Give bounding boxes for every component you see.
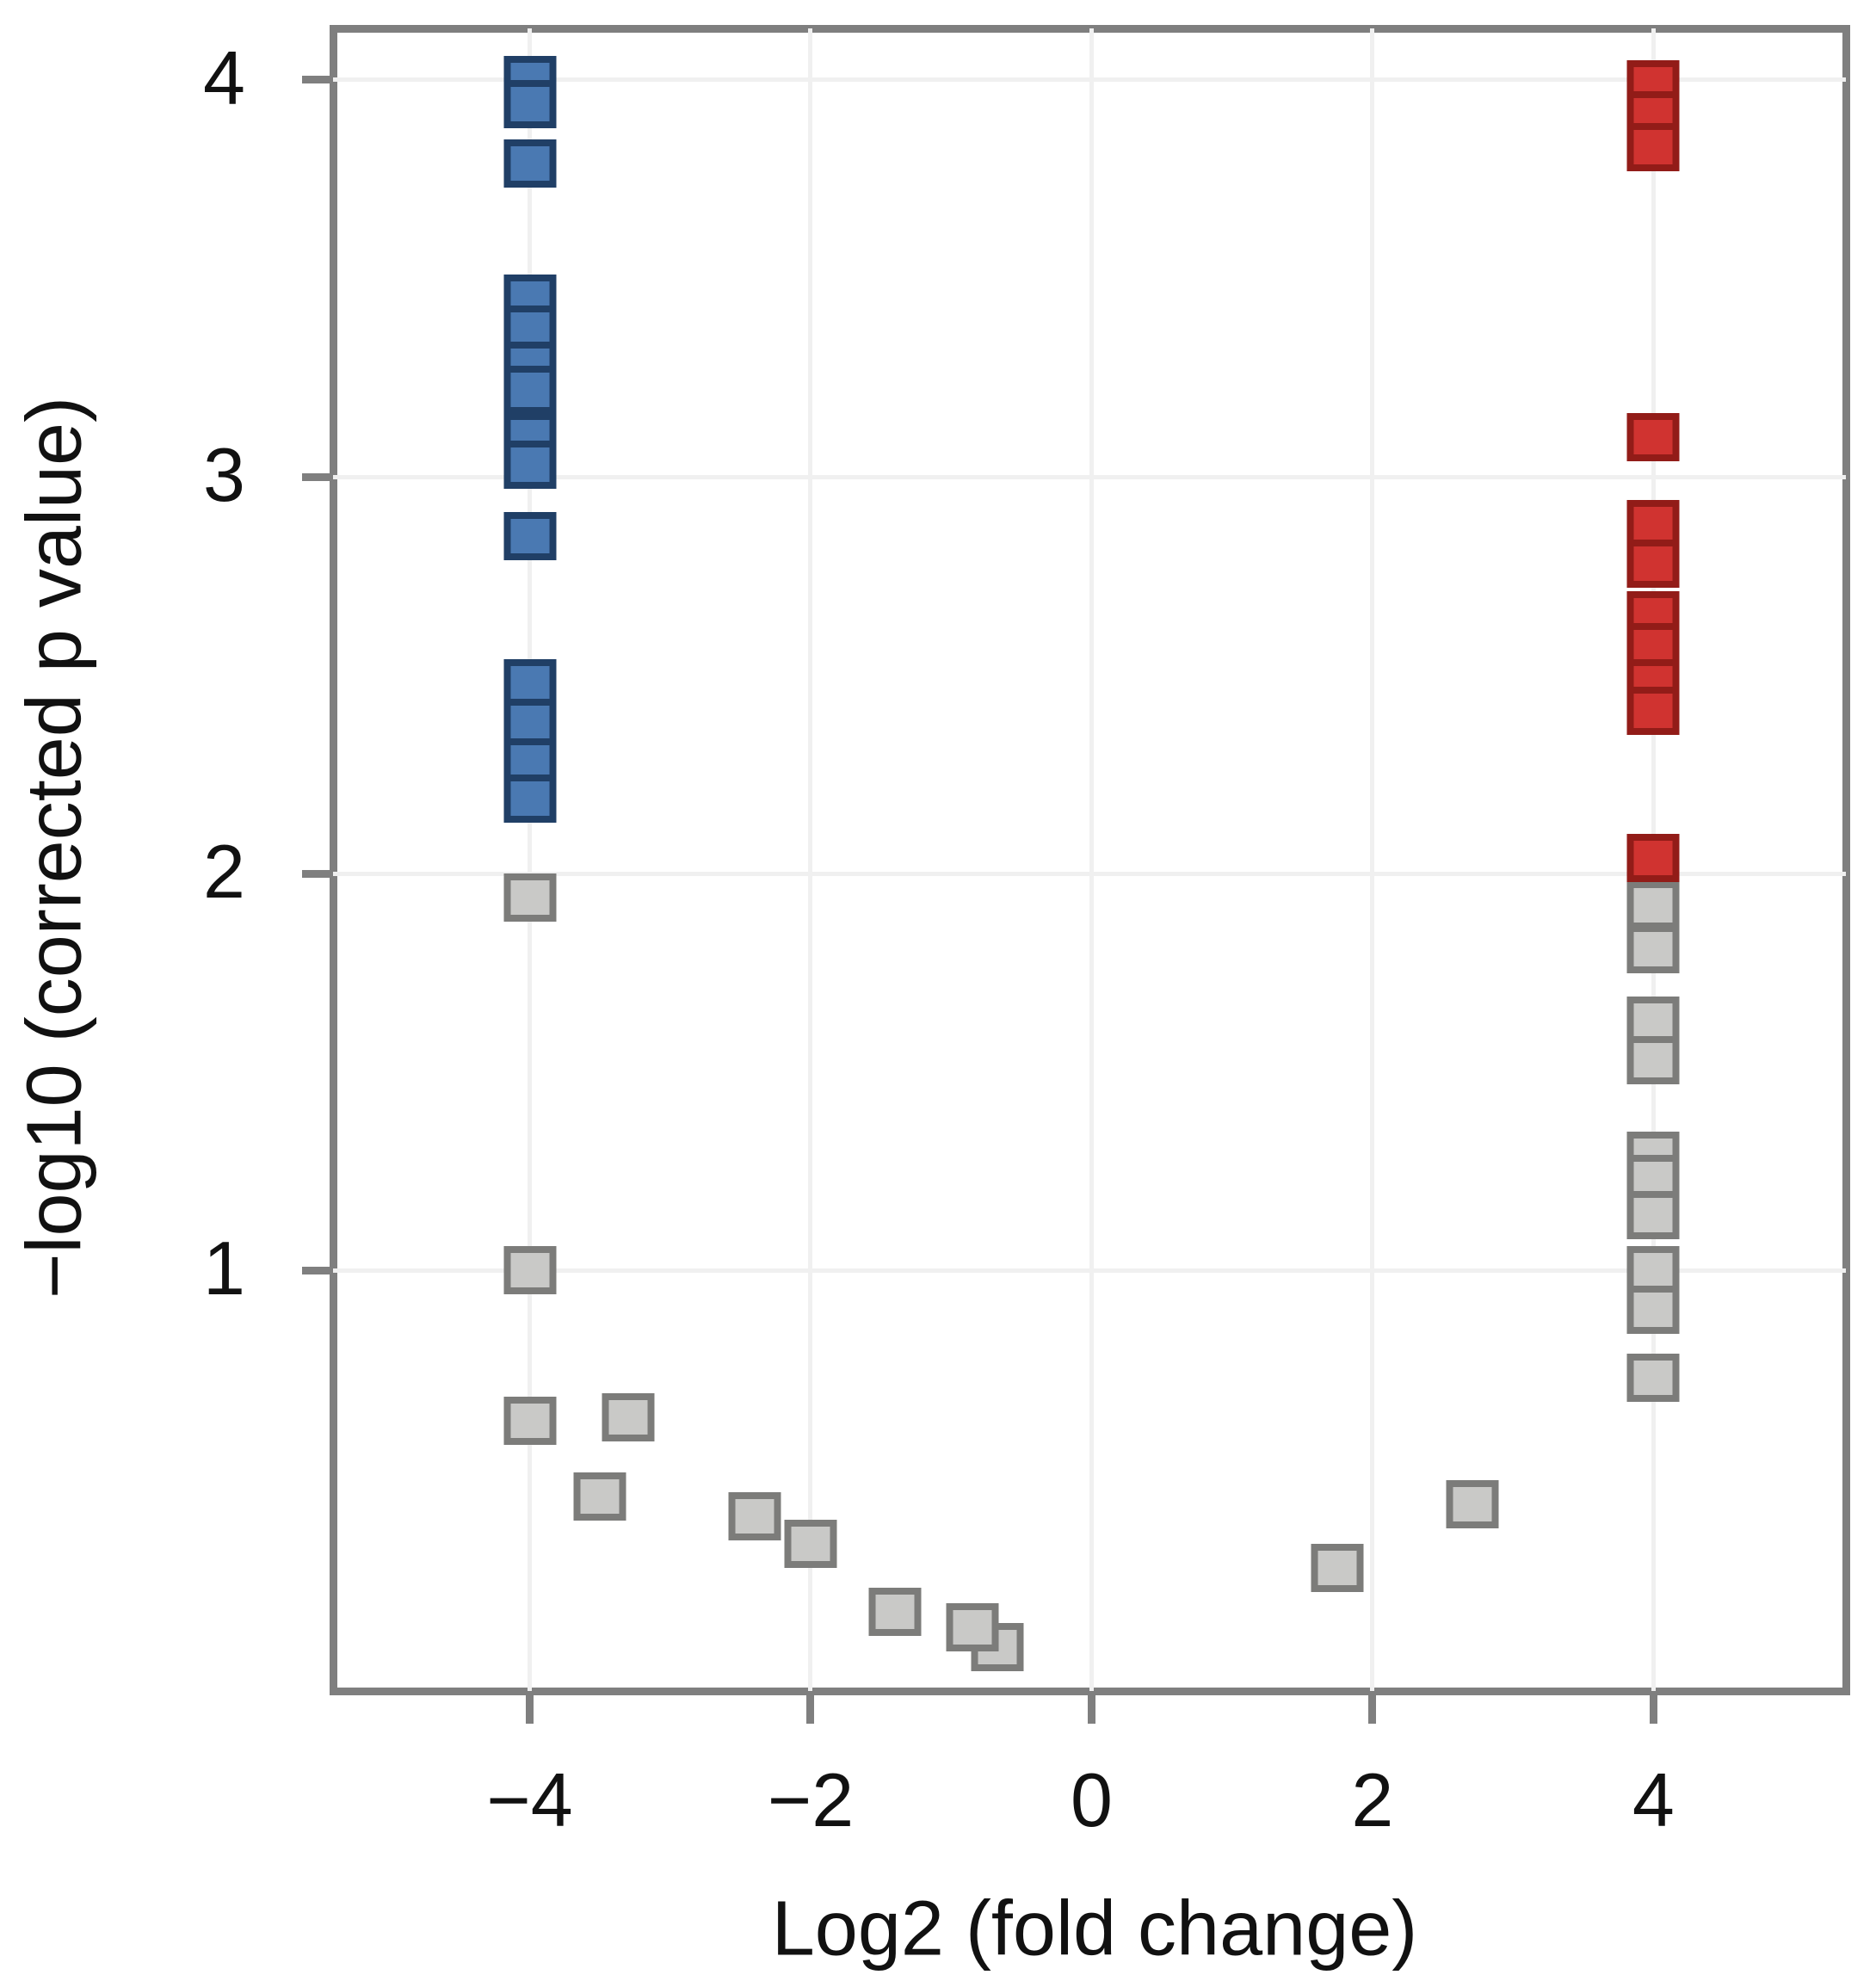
data-point-not-significant: [602, 1392, 655, 1441]
y-tick-label: 3: [203, 432, 245, 518]
y-gridline: [333, 474, 1846, 479]
data-point-upregulated: [1626, 833, 1680, 882]
y-tick-label: 4: [203, 35, 245, 121]
data-point-not-significant: [503, 1246, 557, 1295]
data-point-downregulated: [503, 365, 557, 414]
data-point-not-significant: [868, 1587, 922, 1636]
y-axis-tick: [302, 76, 333, 84]
x-gridline: [528, 28, 533, 1691]
data-point-upregulated: [1626, 412, 1680, 461]
x-axis-title: Log2 (fold change): [771, 1885, 1418, 1972]
x-tick-label: 2: [1351, 1757, 1394, 1842]
x-tick-label: 0: [1070, 1757, 1113, 1842]
data-point-not-significant: [1626, 881, 1680, 930]
data-point-upregulated: [1626, 687, 1680, 736]
data-point-not-significant: [573, 1472, 626, 1521]
data-point-downregulated: [503, 512, 557, 561]
y-axis-tick: [302, 869, 333, 878]
y-tick-label: 2: [203, 829, 245, 915]
data-point-not-significant: [1626, 1353, 1680, 1402]
data-point-not-significant: [1626, 1190, 1680, 1239]
x-axis-tick: [526, 1691, 534, 1724]
x-gridline: [1089, 28, 1094, 1691]
data-point-upregulated: [1626, 540, 1680, 589]
x-axis-tick: [1368, 1691, 1377, 1724]
data-point-not-significant: [728, 1492, 781, 1541]
data-point-downregulated: [503, 774, 557, 823]
y-gridline: [333, 871, 1846, 876]
y-tick-label: 1: [203, 1225, 245, 1311]
data-point-not-significant: [784, 1520, 837, 1569]
data-point-not-significant: [1626, 1035, 1680, 1084]
y-gridline: [333, 77, 1846, 83]
x-gridline: [808, 28, 813, 1691]
data-point-not-significant: [1446, 1480, 1499, 1529]
y-axis-tick: [302, 1266, 333, 1274]
data-point-not-significant: [503, 873, 557, 922]
data-point-not-significant: [503, 1397, 557, 1446]
data-point-not-significant: [1311, 1544, 1364, 1593]
data-point-not-significant: [946, 1603, 999, 1652]
data-point-downregulated: [503, 139, 557, 188]
data-point-downregulated: [503, 79, 557, 128]
x-axis-tick: [1649, 1691, 1657, 1724]
y-gridline: [333, 1268, 1846, 1273]
data-point-not-significant: [1626, 924, 1680, 973]
x-tick-label: −4: [486, 1757, 573, 1842]
x-axis-tick: [806, 1691, 815, 1724]
x-tick-label: 4: [1632, 1757, 1675, 1842]
data-point-downregulated: [503, 441, 557, 490]
data-point-upregulated: [1626, 123, 1680, 172]
x-gridline: [1370, 28, 1375, 1691]
y-axis-tick: [302, 472, 333, 481]
data-point-not-significant: [1626, 1286, 1680, 1335]
x-axis-tick: [1087, 1691, 1095, 1724]
x-tick-label: −2: [767, 1757, 855, 1842]
